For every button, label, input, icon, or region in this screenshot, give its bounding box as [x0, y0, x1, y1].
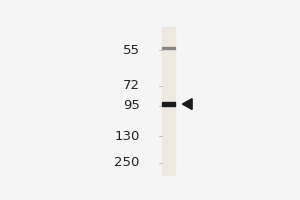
Text: 72: 72: [123, 79, 140, 92]
Text: 55: 55: [123, 44, 140, 57]
Bar: [163, 47, 175, 49]
Text: 130: 130: [114, 130, 140, 143]
Polygon shape: [182, 99, 192, 109]
Text: 250: 250: [114, 156, 140, 169]
Text: 95: 95: [123, 99, 140, 112]
Bar: [163, 27, 175, 175]
Bar: [163, 102, 175, 106]
